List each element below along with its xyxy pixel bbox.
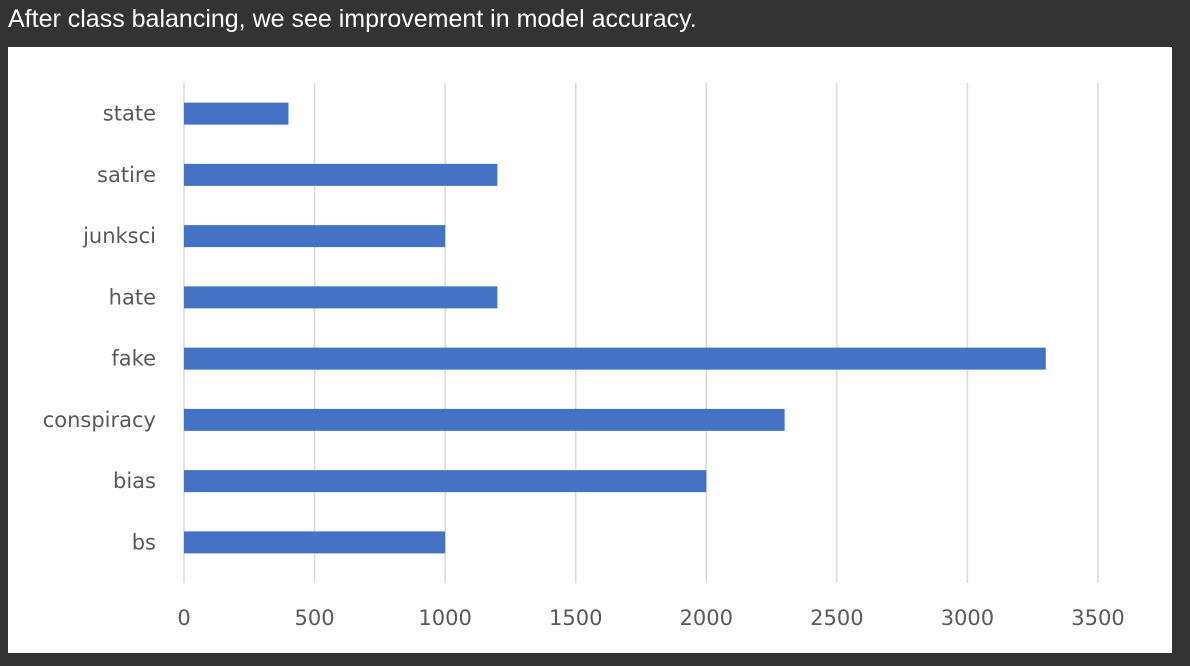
bar-bias [184,470,707,493]
category-label-state: state [103,102,156,126]
x-tick-labels: 0 500 1000 1500 2000 2500 3000 3500 [177,606,1124,630]
x-tick-label: 3500 [1071,606,1124,630]
bar-fake [184,347,1046,370]
category-labels: state satire junksci hate fake conspiracy bias… [43,102,156,555]
category-label-bs: bs [132,530,156,554]
x-tick-label: 2500 [810,606,863,630]
bar-satire [184,163,498,186]
category-label-satire: satire [97,163,156,187]
category-label-hate: hate [109,285,156,309]
slide-caption: After class balancing, we see improvemen… [8,5,697,33]
bar-chart-panel: state satire junksci hate fake conspiracy bias… [8,47,1172,653]
x-tick-label: 3000 [941,606,994,630]
x-tick-label: 1500 [549,606,602,630]
category-label-junksci: junksci [82,224,156,248]
gridlines [183,83,1099,583]
bar-junksci [184,225,446,248]
bar-bs [184,531,446,554]
x-tick-label: 500 [295,606,335,630]
bar-hate [184,286,498,309]
category-label-bias: bias [113,469,156,493]
category-label-conspiracy: conspiracy [43,408,156,432]
category-label-fake: fake [111,347,156,371]
bar-chart: state satire junksci hate fake conspiracy bias… [43,83,1125,630]
x-tick-label: 1000 [418,606,471,630]
x-tick-label: 2000 [680,606,733,630]
bar-conspiracy [184,408,785,431]
bar-state [184,102,289,125]
x-tick-label: 0 [177,606,190,630]
bars [184,102,1046,554]
